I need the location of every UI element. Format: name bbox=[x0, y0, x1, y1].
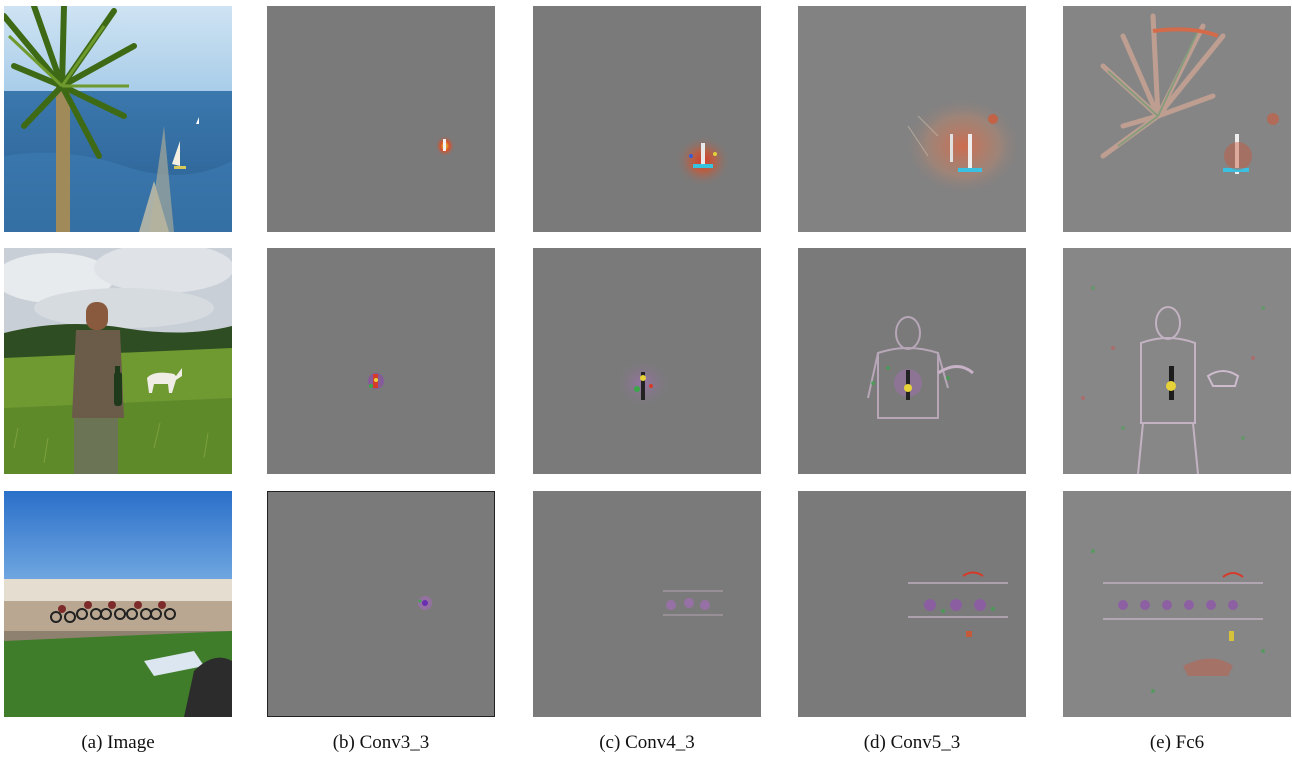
saliency-fc6-row2 bbox=[1063, 248, 1291, 474]
saliency-conv3-row2 bbox=[267, 248, 495, 474]
saliency-fc6-row3 bbox=[1063, 491, 1291, 717]
saliency-map bbox=[267, 248, 495, 474]
saliency-map bbox=[1063, 491, 1291, 717]
image-man-goat bbox=[4, 248, 232, 474]
saliency-conv5-row1 bbox=[798, 6, 1026, 232]
image-palm-sailboat bbox=[4, 6, 232, 232]
saliency-map bbox=[533, 6, 761, 232]
saliency-conv5-row2 bbox=[798, 248, 1026, 474]
saliency-map bbox=[798, 248, 1026, 474]
saliency-map bbox=[798, 491, 1026, 717]
photo-cyclists bbox=[4, 491, 232, 717]
saliency-map bbox=[1063, 248, 1291, 474]
caption-image: (a) Image bbox=[81, 732, 155, 753]
saliency-map bbox=[533, 491, 761, 717]
saliency-map bbox=[267, 6, 495, 232]
saliency-conv4-row3 bbox=[533, 491, 761, 717]
caption-conv3-3: (b) Conv3_3 bbox=[332, 732, 430, 753]
saliency-map bbox=[798, 6, 1026, 232]
saliency-map bbox=[533, 248, 761, 474]
photo-palm-sailboat bbox=[4, 6, 232, 232]
saliency-conv4-row1 bbox=[533, 6, 761, 232]
caption-fc6: (e) Fc6 bbox=[1149, 732, 1205, 753]
saliency-conv4-row2 bbox=[533, 248, 761, 474]
saliency-conv3-row3 bbox=[267, 491, 495, 717]
saliency-fc6-row1 bbox=[1063, 6, 1291, 232]
caption-conv4-3: (c) Conv4_3 bbox=[599, 732, 695, 753]
saliency-map bbox=[1063, 6, 1291, 232]
photo-man-goat bbox=[4, 248, 232, 474]
saliency-map bbox=[267, 491, 495, 717]
saliency-conv5-row3 bbox=[798, 491, 1026, 717]
image-cyclists bbox=[4, 491, 232, 717]
caption-conv5-3: (d) Conv5_3 bbox=[863, 732, 961, 753]
saliency-conv3-row1 bbox=[267, 6, 495, 232]
